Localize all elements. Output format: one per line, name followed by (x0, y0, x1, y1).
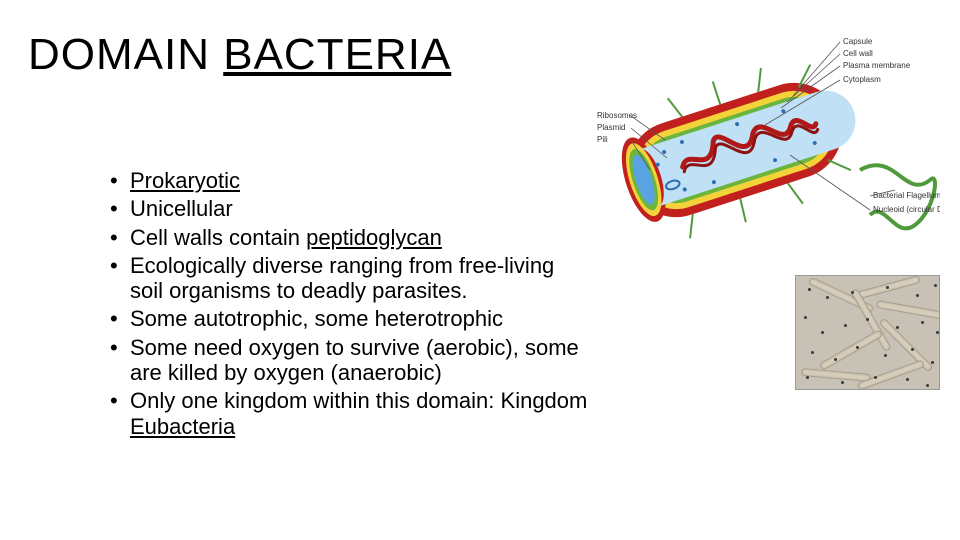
speckle-dot (856, 346, 859, 349)
speckle-dot (916, 294, 919, 297)
label-plasmid: Plasmid (597, 123, 625, 132)
bullet-item: Some autotrophic, some heterotrophic (110, 306, 590, 331)
speckle-dot (906, 378, 909, 381)
bullet-item: Prokaryotic (110, 168, 590, 193)
speckle-dot (921, 321, 924, 324)
label-pili: Pili (597, 135, 608, 144)
speckle-dot (936, 331, 939, 334)
bullet-item: Unicellular (110, 196, 590, 221)
label-ribosomes: Ribosomes (597, 111, 637, 120)
bullet-item: Ecologically diverse ranging from free-l… (110, 253, 590, 304)
bacterium-diagram: Capsule Cell wall Plasma membrane Cytopl… (595, 30, 940, 250)
speckle-dot (911, 348, 914, 351)
speckle-dot (896, 326, 899, 329)
speckle-dot (884, 354, 887, 357)
speckle-dot (841, 381, 844, 384)
bullet-text: Some need oxygen to survive (aerobic), s… (130, 335, 579, 385)
speckle-dot (874, 376, 877, 379)
bullet-underline: Eubacteria (130, 414, 235, 439)
bullet-text: Ecologically diverse ranging from free-l… (130, 253, 554, 303)
speckle-dot (866, 318, 869, 321)
speckle-dot (821, 331, 824, 334)
bullet-underline: peptidoglycan (306, 225, 442, 250)
speckle-dot (834, 358, 837, 361)
bacterium-svg: Capsule Cell wall Plasma membrane Cytopl… (595, 30, 940, 250)
bacteria-rod-icon (876, 300, 940, 320)
micrograph-image (795, 275, 940, 390)
speckle-dot (811, 351, 814, 354)
speckle-dot (826, 296, 829, 299)
bullet-underline: Prokaryotic (130, 168, 240, 193)
label-flagellum: Bacterial Flagellum (873, 191, 940, 200)
label-nucleoid: Nucleoid (circular DNA) (873, 205, 940, 214)
speckle-dot (804, 316, 807, 319)
title-underlined: BACTERIA (223, 30, 451, 79)
title-plain: DOMAIN (28, 30, 223, 79)
label-capsule: Capsule (843, 37, 873, 46)
bullet-list: Prokaryotic Unicellular Cell walls conta… (110, 168, 590, 442)
speckle-dot (886, 286, 889, 289)
bullet-text: Some autotrophic, some heterotrophic (130, 306, 503, 331)
speckle-dot (851, 291, 854, 294)
label-cytoplasm: Cytoplasm (843, 75, 881, 84)
speckle-dot (844, 324, 847, 327)
bullet-item: Cell walls contain peptidoglycan (110, 225, 590, 250)
label-cellwall: Cell wall (843, 49, 873, 58)
label-plasma-membrane: Plasma membrane (843, 61, 911, 70)
speckle-dot (926, 384, 929, 387)
speckle-dot (934, 284, 937, 287)
bacteria-rod-icon (819, 329, 884, 371)
speckle-dot (931, 361, 934, 364)
speckle-dot (808, 288, 811, 291)
slide-title: DOMAIN BACTERIA (28, 30, 451, 80)
bullet-item: Only one kingdom within this domain: Kin… (110, 388, 590, 439)
bacteria-rod-icon (801, 368, 871, 382)
bullet-text: Cell walls contain (130, 225, 306, 250)
speckle-dot (806, 376, 809, 379)
bullet-text: Unicellular (130, 196, 233, 221)
bullet-text: Only one kingdom within this domain: Kin… (130, 388, 587, 413)
bullet-item: Some need oxygen to survive (aerobic), s… (110, 335, 590, 386)
